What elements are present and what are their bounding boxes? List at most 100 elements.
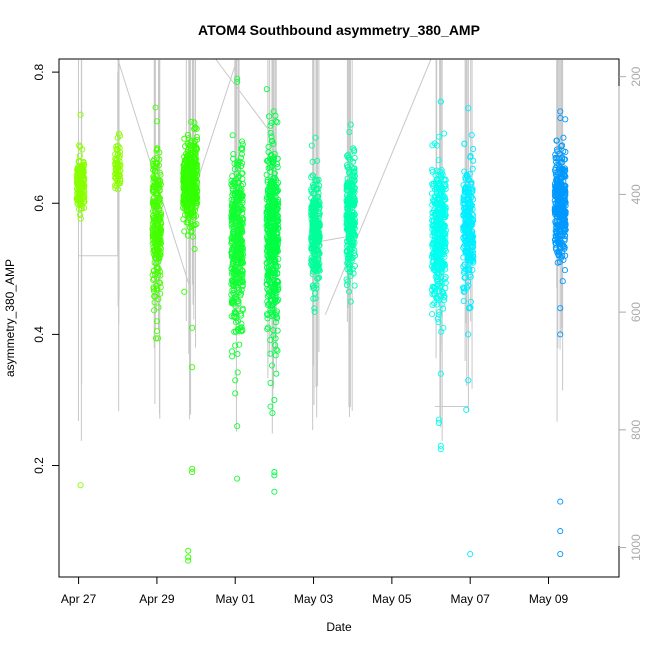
data-point bbox=[460, 284, 467, 291]
data-point bbox=[461, 224, 468, 231]
data-point bbox=[430, 183, 437, 190]
data-point bbox=[184, 131, 192, 138]
data-point bbox=[263, 86, 270, 93]
data-point bbox=[76, 152, 83, 159]
data-point bbox=[76, 158, 83, 165]
data-point bbox=[460, 244, 467, 252]
data-point bbox=[268, 191, 275, 198]
data-point bbox=[558, 209, 565, 217]
data-point bbox=[232, 200, 239, 207]
data-point bbox=[152, 201, 159, 208]
data-point bbox=[345, 151, 352, 158]
data-point bbox=[191, 245, 198, 253]
data-point bbox=[438, 203, 446, 210]
data-point bbox=[441, 196, 448, 203]
data-point bbox=[158, 212, 165, 219]
data-point bbox=[554, 236, 561, 243]
outlier-point bbox=[557, 114, 564, 122]
data-point bbox=[180, 197, 188, 204]
data-point bbox=[555, 193, 562, 200]
data-point bbox=[193, 133, 200, 141]
data-point bbox=[347, 272, 354, 279]
data-point bbox=[434, 250, 441, 257]
y-axis-right: 200 400 600 800 1000 bbox=[618, 66, 643, 561]
data-point bbox=[266, 249, 273, 256]
data-point bbox=[272, 211, 279, 218]
data-point bbox=[150, 285, 157, 293]
data-point bbox=[238, 320, 245, 327]
data-point bbox=[560, 171, 567, 178]
data-point bbox=[268, 362, 276, 369]
data-point bbox=[275, 296, 282, 303]
data-point bbox=[264, 302, 272, 309]
outlier-point bbox=[557, 528, 564, 535]
data-point bbox=[552, 218, 559, 225]
data-point bbox=[150, 275, 158, 282]
data-point bbox=[466, 198, 473, 205]
data-point bbox=[264, 315, 271, 322]
data-point bbox=[152, 104, 159, 111]
data-point bbox=[559, 142, 566, 149]
data-point bbox=[264, 285, 271, 292]
data-point bbox=[344, 278, 351, 285]
data-point bbox=[264, 264, 271, 271]
data-point bbox=[264, 243, 271, 250]
data-point bbox=[270, 108, 277, 115]
outlier-point bbox=[234, 423, 241, 430]
data-point bbox=[470, 145, 477, 153]
data-point bbox=[464, 176, 471, 183]
data-point bbox=[429, 302, 436, 309]
data-point bbox=[310, 285, 317, 292]
data-point bbox=[272, 224, 279, 231]
data-point bbox=[229, 277, 236, 285]
y-axis-label: asymmetry_380_AMP bbox=[3, 259, 17, 377]
y-right-tick-label: 200 bbox=[629, 66, 643, 86]
data-point bbox=[269, 159, 276, 166]
data-point bbox=[436, 311, 443, 318]
data-point bbox=[188, 223, 195, 230]
data-point bbox=[431, 284, 438, 291]
data-point bbox=[272, 319, 279, 326]
data-point bbox=[264, 177, 271, 184]
data-point bbox=[312, 236, 319, 243]
data-point bbox=[239, 144, 246, 152]
y-right-tick-label: 600 bbox=[629, 302, 643, 322]
outlier-point bbox=[234, 75, 241, 82]
x-tick-label: May 09 bbox=[529, 592, 569, 606]
data-point bbox=[272, 335, 279, 342]
data-point bbox=[152, 163, 159, 171]
data-point bbox=[234, 298, 241, 305]
x-axis: Apr 27 Apr 29 May 01 May 03 May 05 May 07 May … bbox=[61, 576, 570, 606]
data-point bbox=[228, 300, 235, 307]
data-point bbox=[152, 237, 159, 244]
data-point bbox=[152, 254, 159, 261]
data-point bbox=[468, 132, 475, 139]
outlier-point bbox=[435, 419, 442, 426]
data-point bbox=[463, 172, 470, 179]
data-point bbox=[235, 280, 242, 287]
data-point bbox=[460, 263, 467, 270]
data-point bbox=[312, 232, 319, 239]
data-point bbox=[460, 212, 467, 219]
y-right-tick-label: 400 bbox=[629, 184, 643, 204]
x-tick-label: May 05 bbox=[372, 592, 412, 606]
data-point bbox=[274, 155, 281, 162]
y-axis: 0.2 0.4 0.6 0.8 bbox=[32, 63, 60, 474]
data-point bbox=[271, 257, 278, 264]
data-point bbox=[552, 151, 559, 158]
data-point bbox=[156, 184, 163, 191]
data-point bbox=[467, 298, 474, 305]
data-point bbox=[555, 249, 563, 256]
data-point bbox=[433, 235, 440, 243]
data-point bbox=[348, 257, 355, 264]
data-point bbox=[230, 231, 237, 238]
data-point bbox=[274, 347, 281, 354]
data-point bbox=[461, 194, 468, 201]
outlier-point bbox=[181, 288, 188, 295]
data-point bbox=[274, 237, 281, 244]
data-point bbox=[438, 254, 445, 261]
outlier-point bbox=[189, 324, 196, 331]
data-point bbox=[184, 219, 191, 226]
data-point bbox=[314, 251, 321, 258]
data-point bbox=[469, 221, 476, 228]
